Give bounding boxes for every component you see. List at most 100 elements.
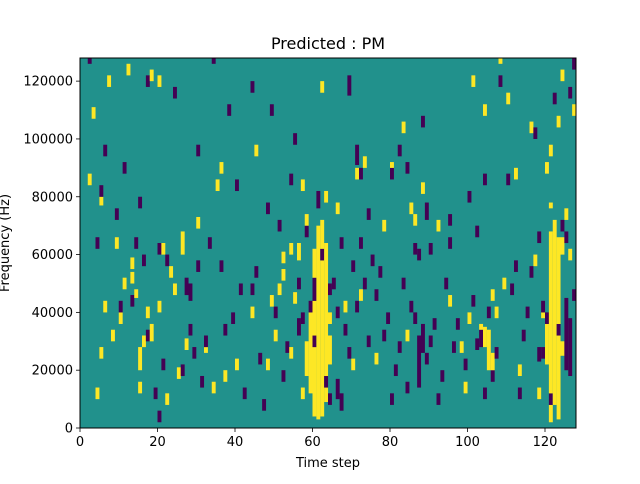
heatmap-cell-low [556,323,561,336]
heatmap-cell-low [483,173,487,186]
heatmap-cell-low [138,196,143,209]
heatmap-cell-low [312,277,317,301]
heatmap-cell-low [285,341,290,353]
heatmap-cell-low [324,375,329,388]
heatmap-cell-high [176,367,181,379]
heatmap-cell-high [556,335,561,420]
y-tick-label: 20000 [32,364,73,379]
heatmap-cell-high [277,283,282,296]
heatmap-cell-high [312,248,317,278]
heatmap-cell-high [130,257,135,270]
heatmap-cell-low [568,86,573,99]
heatmap-cell-low [192,347,197,359]
heatmap-cell-high [324,243,329,377]
heatmap-cell-low [114,208,119,220]
heatmap-cell-low [405,381,410,394]
x-tick-label: 80 [382,435,399,450]
heatmap-cell-low [184,277,189,296]
heatmap-cell-low [541,300,546,313]
heatmap-cell-low [421,323,425,353]
heatmap-cell-low [397,341,402,353]
heatmap-cell-high [99,347,104,359]
heatmap-cell-high [293,292,298,304]
heatmap-cell-high [413,214,418,226]
heatmap-cell-low [335,306,340,319]
heatmap-cell-low [541,347,546,359]
heatmap-cell-low [153,387,158,400]
heatmap-cell-high [498,58,503,64]
heatmap-cell-high [223,370,228,382]
y-tick-label: 60000 [32,248,73,263]
heatmap-cell-low [351,260,356,272]
heatmap-cell-low [424,202,429,220]
chart-title: Predicted : PM [271,34,385,53]
heatmap-cell-high [556,237,561,324]
heatmap-cell-low [207,237,212,249]
heatmap-cell-high [568,248,573,261]
heatmap-cell-low [374,289,379,301]
heatmap-cell-low [366,208,371,220]
x-tick-label: 60 [304,435,321,450]
heatmap-cell-low [428,243,433,255]
heatmap-cell-high [564,208,569,220]
heatmap-cell-low [196,260,201,272]
heatmap-cell-low [572,289,577,301]
heatmap-cell-high [533,254,538,267]
heatmap-cell-high [149,323,154,342]
heatmap-cell-low [393,364,398,377]
heatmap-cell-low [297,277,301,290]
heatmap-cell-low [254,266,259,278]
heatmap-cell-low [452,341,456,353]
heatmap-cell-high [289,243,294,255]
heatmap-cell-low [219,260,224,272]
heatmap-cell-high [490,352,495,371]
heatmap-cell-high [572,104,577,116]
heatmap-cell-high [463,381,468,394]
heatmap-cell-low [448,214,453,226]
x-tick-label: 0 [76,435,84,450]
heatmap-cell-low [486,306,491,319]
heatmap-cell-high [486,329,491,371]
heatmap-cell-high [517,364,522,377]
heatmap-cell-low [262,399,267,411]
heatmap-cell-low [250,81,255,93]
heatmap-cell-low [297,318,301,336]
heatmap-cell-high [382,219,387,232]
heatmap-cell-low [173,86,177,99]
heatmap-cell-high [300,179,305,192]
heatmap-cell-high [157,75,162,87]
heatmap-cell-high [269,295,274,307]
heatmap-cell-low [339,237,344,249]
heatmap-cell-high [560,69,565,82]
heatmap-cell-high [548,144,553,157]
heatmap-cell-high [324,387,329,403]
heatmap-cell-high [281,251,286,264]
heatmap-cell-low [188,323,193,336]
heatmap-cells [80,58,577,428]
heatmap-cell-high [273,329,278,342]
heatmap-cell-low [235,179,239,192]
x-axis: 0 20 40 60 80 100 120 [76,428,557,450]
heatmap-cell-high [316,225,321,420]
heatmap-cell-low [293,133,298,145]
heatmap-cell-high [250,306,255,319]
heatmap-cell-low [382,329,387,342]
heatmap-cell-low [455,318,460,330]
heatmap-cell-low [95,237,100,249]
heatmap-cell-high [312,300,317,336]
heatmap-cell-low [145,75,150,87]
heatmap-cell-high [320,81,325,93]
y-tick-label: 0 [65,422,73,437]
heatmap-cell-low [347,347,352,359]
heatmap-cell-high [196,216,201,229]
heatmap-cell-high [421,182,425,194]
heatmap-cell-high [494,306,499,319]
y-tick-label: 120000 [23,75,73,90]
heatmap-cell-low [463,358,468,371]
heatmap-cell-high [304,214,309,226]
heatmap-cell-high [304,341,309,377]
heatmap-cell-high [537,387,542,400]
heatmap-cell-high [483,104,487,116]
heatmap-cell-low [223,323,228,336]
